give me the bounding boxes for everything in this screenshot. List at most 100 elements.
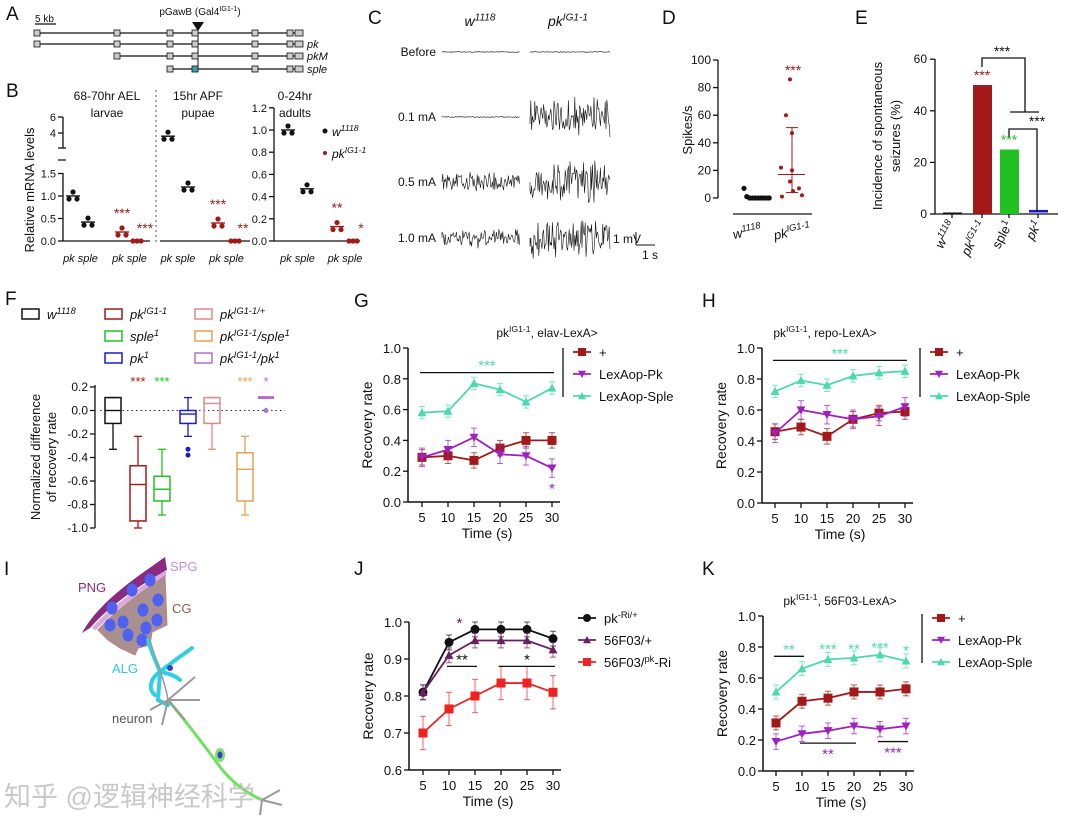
legend-swatch: [194, 330, 213, 342]
neurite: [161, 699, 169, 726]
significance-stars: *: [263, 374, 268, 389]
y-tick-label: 0.0: [41, 236, 56, 248]
x-tick-label: pkIG1-1: [956, 218, 988, 259]
x-tick-label: 20: [847, 779, 861, 794]
y-tick-label: 0.4: [252, 192, 267, 204]
legend-label-w1118: w1118: [332, 123, 359, 139]
x-tick-label: pkIG1-1: [771, 219, 812, 243]
voltage-trace: [529, 160, 611, 203]
data-point: [74, 196, 80, 202]
series-line: [421, 439, 552, 462]
exon: [113, 52, 121, 60]
data-point: [330, 226, 336, 233]
significance-stars: **: [783, 641, 795, 658]
data-point: [779, 165, 783, 170]
legend-label: 56F03/pk-Ri: [604, 654, 671, 670]
significance-stars: **: [848, 641, 860, 658]
x-tick-label: 30: [898, 511, 912, 526]
exon: [33, 40, 41, 48]
exon: [33, 29, 41, 37]
data-point: [797, 186, 801, 191]
neurite: [167, 699, 186, 721]
data-point: [849, 687, 859, 697]
bar: [1029, 209, 1048, 213]
data-point: [115, 232, 121, 238]
y-axis-label: Recovery rate: [713, 382, 729, 469]
watermark: 知乎 @逻辑神经科学: [4, 782, 255, 812]
box: [179, 409, 197, 425]
data-point: [496, 678, 506, 688]
significance-stars: ***: [1029, 113, 1046, 129]
y-tick-label: 0.8: [384, 689, 402, 704]
y-tick-label: -1.0: [67, 521, 88, 535]
data-point: [796, 406, 806, 415]
data-point: [89, 222, 95, 228]
panel-letter-h: H: [702, 291, 716, 312]
data-point: [796, 422, 806, 432]
x-tick-label: 25: [872, 511, 886, 526]
x-tick-label: 10: [795, 779, 809, 794]
significance-stars: ***: [237, 374, 252, 389]
neurite: [261, 799, 283, 806]
legend-label-pkIG1-1: pkIG1-1: [331, 145, 366, 161]
exon: [294, 65, 304, 73]
data-point: [123, 232, 129, 238]
data-point: [875, 687, 885, 697]
panel-letter-c: C: [368, 8, 382, 29]
x-tick-label: pk sple: [111, 253, 147, 265]
genotype-header: w1118: [464, 12, 495, 29]
exon: [286, 52, 294, 60]
data-point: [901, 656, 911, 665]
y-tick-label: 0.0: [383, 495, 401, 510]
x-tick-label: 25: [873, 779, 887, 794]
voltage-trace: [441, 228, 520, 249]
exon: [191, 40, 199, 48]
y-tick-label: 0.2: [738, 733, 756, 748]
nucleus: [117, 615, 129, 629]
legend-marker: [935, 348, 943, 356]
data-point: [232, 238, 238, 244]
x-tick-label: w1118: [731, 220, 763, 242]
y-tick-label: 1.0: [738, 609, 756, 624]
significance-stars: ***: [478, 358, 496, 375]
bar: [1000, 149, 1019, 214]
x-tick-label: 5: [419, 778, 426, 793]
exon: [251, 65, 259, 73]
y-tick-label: 0.0: [71, 404, 88, 418]
data-point: [522, 624, 532, 634]
significance-stars: *: [358, 220, 364, 236]
data-point: [495, 385, 505, 394]
comparison-bracket: [1008, 128, 1038, 212]
insertion-triangle-icon: [192, 22, 204, 31]
voltage-trace: [441, 116, 520, 119]
x-tick-label: 5: [418, 510, 425, 525]
y-axis-label: of recovery rate: [44, 412, 59, 502]
legend-marker: [935, 370, 943, 378]
panel-letter-j: J: [354, 559, 364, 580]
y-tick-label: 0.2: [383, 464, 401, 479]
data-point: [165, 129, 171, 135]
data-point: [822, 380, 832, 389]
legend-marker: [937, 636, 945, 644]
data-point: [548, 687, 558, 697]
data-point: [874, 368, 884, 377]
data-point: [822, 431, 832, 441]
legend-label: pkIG1-1/+: [219, 306, 266, 322]
x-tick-label: 25: [520, 778, 534, 793]
data-point: [130, 238, 136, 244]
legend-label: pkIG1-1/pk1: [219, 350, 280, 366]
bar: [943, 212, 962, 214]
data-point: [161, 136, 167, 142]
data-point: [417, 453, 427, 462]
data-point: [875, 725, 885, 734]
x-tick-label: 20: [846, 511, 860, 526]
legend-marker: [322, 128, 328, 134]
y-tick-label: 0.4: [737, 434, 755, 449]
x-tick-label: pk sple: [279, 253, 315, 265]
x-tick-label: pk sple: [208, 253, 244, 265]
series-line: [774, 406, 906, 434]
data-point: [215, 216, 221, 222]
data-point: [547, 435, 557, 445]
data-point: [522, 636, 532, 645]
